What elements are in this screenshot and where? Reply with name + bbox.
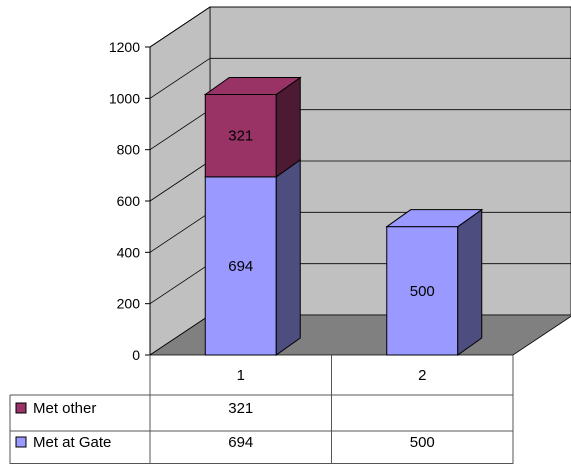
legend-swatch (15, 436, 27, 448)
gridline-side (149, 263, 211, 304)
legend-label: Met other (33, 400, 96, 417)
y-tick-label: 400 (117, 244, 141, 260)
y-tick-label: 600 (117, 193, 141, 209)
y-tick-label: 200 (117, 296, 141, 312)
x-tick-label: 2 (418, 367, 426, 384)
y-tick-label: 800 (117, 142, 141, 158)
table-cell: 500 (410, 434, 435, 451)
bar-met-at-gate-2-front (386, 226, 459, 356)
legend-swatch (15, 402, 27, 414)
y-tick-label: 1000 (109, 90, 140, 106)
y-axis: 0 200 400 600 800 1000 1200 (109, 39, 151, 363)
gridline-side (149, 212, 211, 253)
bar-met-at-gate-2-side (457, 208, 483, 356)
bar-met-other-1-top (203, 76, 302, 95)
table-cell: 694 (228, 434, 253, 451)
table-cell: 321 (228, 400, 253, 417)
data-label: 694 (228, 258, 253, 275)
data-label: 500 (410, 283, 435, 300)
data-table: 1 2 Met other 321 Met at Gate 694 500 (9, 355, 514, 464)
gridline-side (149, 6, 211, 48)
x-tick-label: 1 (237, 367, 245, 384)
legend-label: Met at Gate (33, 434, 111, 451)
data-label: 321 (228, 128, 253, 145)
y-tick-label: 0 (132, 347, 140, 363)
bar-met-other-1-front (204, 93, 277, 178)
gridline-side (149, 58, 211, 99)
gridline-side (149, 109, 211, 150)
bar-met-at-gate-2-top (385, 209, 484, 228)
y-tick-label: 1200 (109, 39, 140, 55)
bar-met-at-gate-1-front (204, 176, 277, 356)
gridline-side (149, 160, 211, 202)
bars-group: 694 321 500 (203, 76, 484, 356)
bar-met-at-gate-1-side (275, 158, 301, 356)
